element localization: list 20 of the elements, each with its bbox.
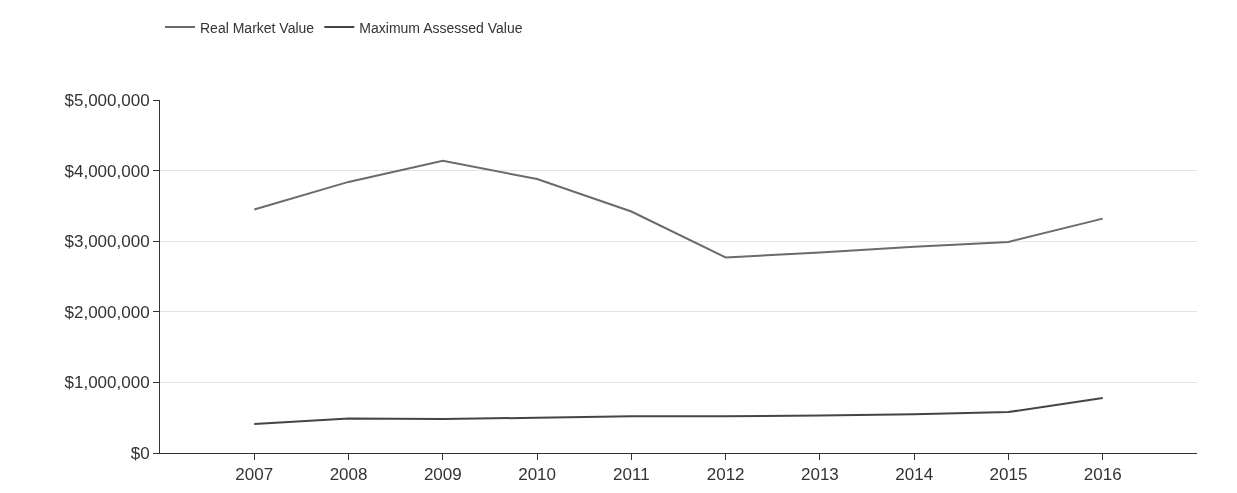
line-series — [253, 396, 1104, 426]
x-tick-label: 2012 — [706, 465, 745, 485]
y-tick-label: $1,000,000 — [64, 373, 150, 393]
x-tick-label: 2008 — [329, 465, 368, 485]
x-tick-label: 2009 — [423, 465, 462, 485]
y-tick-label: $4,000,000 — [64, 161, 150, 181]
y-tick-label: $5,000,000 — [64, 90, 150, 110]
legend-label: Real Market Value — [200, 19, 315, 36]
x-tick-label: 2007 — [235, 465, 274, 485]
x-tick-label: 2015 — [989, 465, 1028, 485]
y-tick-label: $2,000,000 — [64, 302, 150, 322]
line-series — [253, 159, 1104, 259]
y-tick-label: $3,000,000 — [64, 232, 150, 252]
x-tick-label: 2013 — [801, 465, 839, 485]
legend-label: Maximum Assessed Value — [359, 19, 523, 36]
x-tick-label: 2014 — [895, 465, 934, 485]
x-tick-label: 2010 — [518, 465, 556, 485]
x-tick-label: 2016 — [1083, 465, 1122, 485]
y-tick-label: $0 — [130, 443, 150, 463]
x-tick-label: 2011 — [613, 465, 650, 485]
